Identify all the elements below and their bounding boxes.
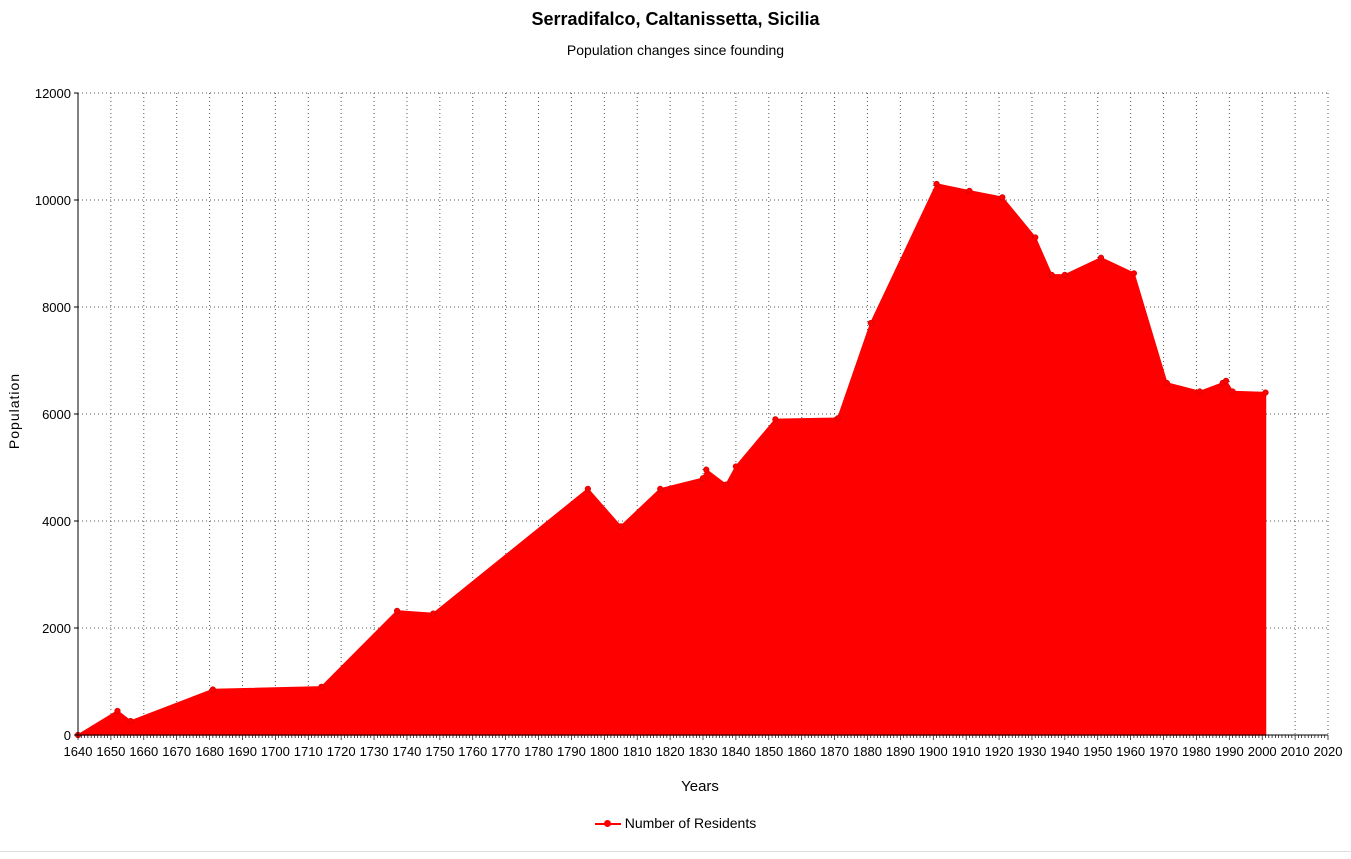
data-point — [393, 607, 401, 614]
data-point — [127, 717, 134, 725]
x-tick-label: 1940 — [1050, 744, 1079, 759]
x-tick-label: 1920 — [985, 744, 1014, 759]
data-point — [933, 180, 940, 188]
data-point — [722, 481, 730, 488]
x-tick-label: 1870 — [820, 744, 849, 759]
data-point — [584, 485, 591, 493]
x-tick-label: 1900 — [919, 744, 948, 759]
data-point — [1229, 388, 1236, 395]
x-tick-label: 1830 — [689, 744, 718, 759]
data-point — [1163, 379, 1170, 387]
x-tick-label: 1930 — [1017, 744, 1046, 759]
x-tick-label: 1880 — [853, 744, 882, 759]
x-tick-label: 1720 — [327, 744, 356, 759]
data-point — [772, 416, 779, 423]
data-point — [699, 475, 707, 482]
x-tick-label: 1860 — [787, 744, 816, 759]
data-point — [1061, 271, 1068, 279]
data-point — [1196, 388, 1203, 395]
x-tick-label: 1750 — [425, 744, 454, 759]
x-tick-label: 1730 — [360, 744, 389, 759]
data-point — [1222, 377, 1230, 384]
x-tick-label: 1910 — [952, 744, 981, 759]
x-tick-label: 1700 — [261, 744, 290, 759]
x-tick-label: 1820 — [656, 744, 685, 759]
x-tick-label: 1710 — [294, 744, 323, 759]
x-tick-label: 1690 — [228, 744, 257, 759]
data-point — [867, 319, 874, 327]
x-tick-label: 1950 — [1083, 744, 1112, 759]
bottom-divider — [0, 851, 1351, 852]
x-tick-label: 1650 — [96, 744, 125, 759]
data-point — [209, 686, 216, 693]
legend: Number of Residents — [0, 815, 1351, 831]
x-tick-label: 2020 — [1314, 744, 1343, 759]
y-tick-label: 2000 — [42, 621, 71, 636]
data-point — [732, 463, 739, 470]
y-tick-label: 10000 — [35, 193, 71, 208]
data-point — [1048, 271, 1055, 279]
x-tick-label: 1740 — [392, 744, 421, 759]
data-point — [1032, 234, 1039, 241]
x-tick-label: 1960 — [1116, 744, 1145, 759]
x-tick-label: 1850 — [754, 744, 783, 759]
data-point — [114, 707, 121, 715]
y-tick-label: 0 — [64, 728, 71, 743]
y-tick-label: 4000 — [42, 514, 71, 529]
data-point — [999, 194, 1006, 201]
x-axis-label: Years — [681, 778, 719, 795]
x-tick-label: 1780 — [524, 744, 553, 759]
data-point — [703, 466, 710, 473]
data-point — [430, 610, 437, 617]
data-point — [617, 523, 624, 530]
chart-subtitle: Population changes since founding — [566, 42, 785, 58]
x-tick-label: 1680 — [195, 744, 224, 759]
x-tick-label: 1810 — [623, 744, 652, 759]
x-tick-label: 1970 — [1149, 744, 1178, 759]
x-tick-label: 1660 — [129, 744, 158, 759]
y-tick-label: 12000 — [35, 86, 71, 101]
legend-label: Number of Residents — [624, 815, 757, 831]
x-tick-label: 1890 — [886, 744, 915, 759]
x-tick-label: 1990 — [1215, 744, 1244, 759]
data-point — [1262, 389, 1269, 396]
x-tick-label: 1670 — [162, 744, 191, 759]
data-point — [657, 485, 664, 493]
data-point — [834, 415, 841, 422]
x-tick-label: 2010 — [1281, 744, 1310, 759]
x-tick-label: 1770 — [491, 744, 520, 759]
chart-title: Serradifalco, Caltanissetta, Sicilia — [531, 9, 820, 29]
x-tick-label: 1760 — [458, 744, 487, 759]
x-tick-label: 2000 — [1248, 744, 1277, 759]
x-tick-label: 1800 — [590, 744, 619, 759]
series-area — [75, 183, 1267, 736]
y-tick-label: 6000 — [42, 407, 71, 422]
x-tick-label: 1980 — [1182, 744, 1211, 759]
data-point — [1130, 270, 1138, 277]
x-tick-label: 1790 — [557, 744, 586, 759]
data-point — [1097, 254, 1105, 261]
legend-marker — [594, 819, 621, 829]
data-point — [966, 187, 973, 195]
x-tick-label: 1640 — [64, 744, 93, 759]
x-tick-label: 1840 — [721, 744, 750, 759]
y-tick-label: 8000 — [42, 300, 71, 315]
data-point — [318, 683, 325, 690]
